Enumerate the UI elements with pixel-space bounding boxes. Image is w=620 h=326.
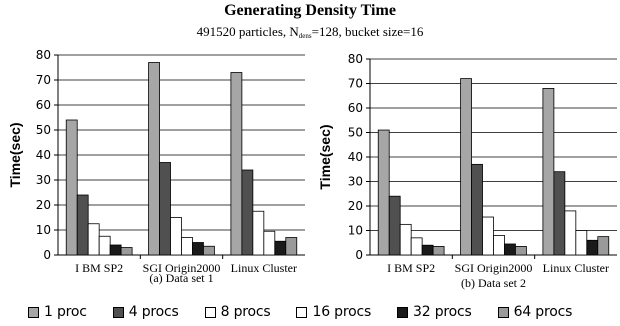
y-tick-label: 40 <box>36 148 51 162</box>
y-tick-label: 30 <box>36 173 51 187</box>
bar <box>241 169 254 256</box>
bar <box>148 62 160 256</box>
panel-caption: (b) Data set 2 <box>461 276 526 290</box>
bar <box>421 244 434 256</box>
bar <box>504 243 516 256</box>
subtitle-text-after: =128, bucket size=16 <box>311 24 424 39</box>
y-tick-label: 20 <box>36 198 51 212</box>
bar <box>471 163 483 256</box>
y-tick-label: 30 <box>348 175 363 189</box>
bar <box>159 162 171 256</box>
y-tick-label: 10 <box>36 223 51 237</box>
bar <box>98 235 111 256</box>
y-tick-label: 60 <box>36 98 51 112</box>
legend-item: 8 procs <box>204 304 271 320</box>
legend-label: 8 procs <box>220 304 271 320</box>
y-tick-label: 50 <box>348 126 363 140</box>
x-tick-label: I BM SP2 <box>387 261 435 275</box>
bar <box>542 88 555 256</box>
bar <box>76 194 89 256</box>
y-axis-label: Time(sec) <box>317 124 333 189</box>
bar <box>460 78 472 256</box>
legend-item: 4 procs <box>112 304 179 320</box>
bar <box>388 195 401 256</box>
y-tick-label: 70 <box>36 73 51 87</box>
bar <box>597 236 610 256</box>
chart-title: Generating Density Time <box>224 2 396 19</box>
bar <box>410 237 423 256</box>
legend-swatch <box>112 306 124 318</box>
bar <box>285 237 298 256</box>
y-tick-label: 0 <box>355 248 363 262</box>
bar <box>432 246 445 256</box>
x-tick-label: Linux Cluster <box>231 261 297 275</box>
bar <box>493 234 505 256</box>
bar <box>482 216 494 256</box>
legend-label: 64 procs <box>513 304 573 320</box>
bar <box>230 72 243 256</box>
legend-swatch <box>28 306 39 318</box>
y-tick-label: 80 <box>36 48 51 62</box>
bar <box>87 223 100 256</box>
bar <box>252 210 265 256</box>
bar <box>575 230 588 256</box>
legend-swatch <box>204 306 216 318</box>
y-axis-label: Time(sec) <box>7 122 23 187</box>
bar <box>377 129 390 256</box>
bar <box>120 247 133 256</box>
legend-label: 4 procs <box>128 304 179 320</box>
y-tick-label: 40 <box>348 150 363 164</box>
x-tick-label: I BM SP2 <box>75 261 123 275</box>
y-tick-label: 10 <box>348 224 363 238</box>
y-tick-label: 20 <box>348 199 363 213</box>
legend-item: 64 procs <box>497 304 573 320</box>
legend: 1 proc 4 procs 8 procs 16 procs 32 procs 64 p… <box>28 301 618 323</box>
bar <box>553 171 566 256</box>
legend-label: 16 procs <box>312 304 372 320</box>
bar <box>263 230 276 256</box>
y-tick-label: 60 <box>348 101 363 115</box>
bar <box>586 239 599 256</box>
panel-caption: (a) Data set 1 <box>149 271 213 285</box>
bar <box>515 246 527 256</box>
bar <box>65 119 78 256</box>
bar <box>181 237 193 256</box>
legend-label: 1 proc <box>44 304 87 320</box>
legend-swatch <box>296 306 308 318</box>
bar <box>274 240 287 256</box>
y-tick-label: 70 <box>348 77 363 91</box>
subtitle-subscript: dens <box>298 32 312 40</box>
bar <box>109 244 122 256</box>
y-tick-label: 0 <box>43 248 51 262</box>
x-tick-label: Linux Cluster <box>543 261 609 275</box>
x-tick-label: SGI Origin2000 <box>143 261 221 275</box>
bar <box>399 223 412 256</box>
subtitle-text-before: 491520 particles, N <box>196 24 299 39</box>
legend-item: 32 procs <box>397 304 472 320</box>
bar <box>564 210 577 256</box>
bar <box>170 217 182 256</box>
x-tick-label: SGI Origin2000 <box>455 261 533 275</box>
chart-subtitle: 491520 particles, Ndens=128, bucket size… <box>0 24 620 40</box>
y-tick-label: 50 <box>36 123 51 137</box>
bar <box>192 242 204 256</box>
bar <box>203 245 215 256</box>
y-tick-label: 80 <box>348 52 363 66</box>
legend-item: 1 proc <box>28 304 87 320</box>
legend-item: 16 procs <box>296 304 371 320</box>
legend-swatch <box>497 306 509 318</box>
legend-label: 32 procs <box>413 304 472 320</box>
legend-swatch <box>397 306 409 318</box>
